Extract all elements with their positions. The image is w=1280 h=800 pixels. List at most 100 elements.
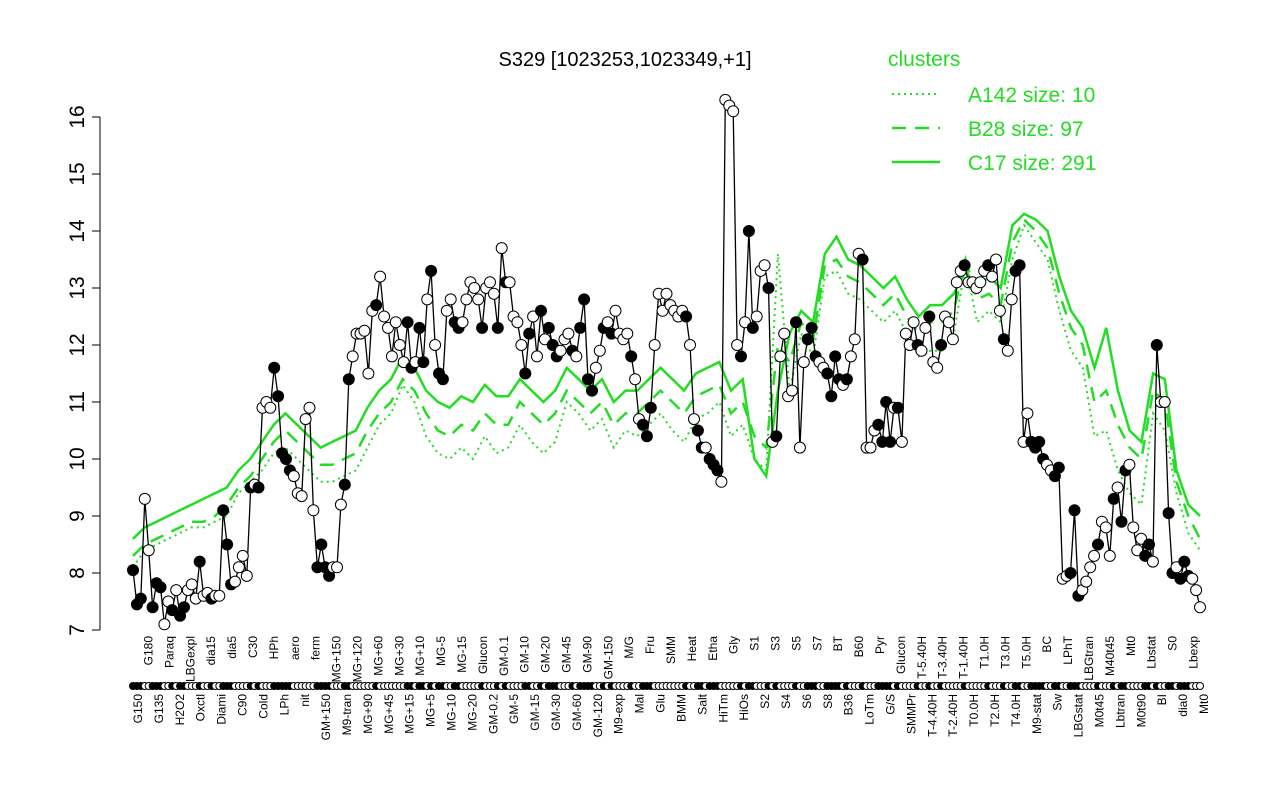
data-point (790, 316, 802, 329)
x-tick-label: B60 (852, 636, 866, 658)
data-point (299, 413, 312, 426)
data-point (1092, 538, 1104, 551)
x-tick-label: SMMPr (904, 694, 918, 734)
data-point (688, 413, 700, 426)
x-tick-label: GM-30 (549, 694, 563, 731)
x-tick-label: GM-10 (518, 636, 532, 673)
data-point (750, 310, 763, 323)
legend: clusters A142 size: 10 B28 size: 97 C17 si… (888, 48, 1096, 175)
data-point (562, 327, 575, 340)
x-tick-label: nit (298, 693, 312, 706)
data-point (287, 470, 300, 483)
x-tick-label: GM-120 (591, 694, 605, 738)
data-point (374, 270, 387, 283)
x-tick-label: Fru (643, 636, 657, 654)
x-tick-label: GM-60 (570, 694, 584, 731)
data-point (221, 538, 234, 551)
x-tick-label: Oxctl (194, 694, 208, 721)
data-point (680, 310, 693, 323)
x-tick-label: M9-stat (1030, 693, 1044, 734)
data-point (1084, 561, 1097, 574)
data-point (295, 490, 308, 503)
data-point (1052, 461, 1065, 474)
data-point (519, 367, 532, 380)
x-tick-label: GM-0.1 (497, 636, 511, 676)
data-point (1107, 492, 1120, 505)
data-point (472, 293, 485, 306)
x-tick-label: GM+150 (319, 694, 333, 741)
x-tick-label: Mt0 (1197, 694, 1211, 714)
data-point (829, 350, 842, 363)
x-tick-label: LPh (277, 694, 291, 715)
data-point (872, 418, 885, 431)
data-point (554, 344, 567, 357)
data-point (127, 564, 139, 577)
data-point (331, 561, 343, 574)
data-point (523, 327, 536, 340)
x-tick-label: Glu (654, 694, 668, 713)
data-point (825, 390, 838, 403)
x-tick-label: Etha (706, 636, 720, 661)
y-tick-label: 12 (66, 333, 89, 356)
data-point (511, 316, 524, 329)
data-point (142, 544, 155, 557)
y-tick-label: 13 (66, 276, 89, 299)
data-point (307, 504, 320, 517)
x-tick-label: Mal (633, 694, 647, 713)
x-tick-label: GM-150 (601, 636, 615, 680)
data-point (413, 321, 426, 334)
data-point (990, 253, 1002, 266)
x-tick-label: T3.0H (998, 636, 1012, 669)
x-tick-label: G180 (142, 636, 156, 666)
data-point (1103, 549, 1116, 562)
data-point (1088, 549, 1101, 562)
x-tick-label: C30 (246, 636, 260, 658)
x-tick-label: MG+60 (371, 636, 385, 676)
data-point (236, 549, 249, 562)
data-point (272, 390, 285, 403)
data-point (1080, 575, 1093, 588)
data-point (1064, 567, 1077, 579)
x-tick-label: S4 (779, 694, 793, 709)
x-tick-label: LPhT (1061, 635, 1075, 664)
data-point (805, 321, 818, 334)
data-point (801, 333, 814, 346)
x-tick-label: Pyr (873, 636, 887, 654)
data-point (1150, 339, 1163, 351)
data-point (762, 282, 775, 294)
data-point (436, 373, 449, 386)
data-point (715, 475, 728, 488)
x-tick-label: LoTm (863, 694, 877, 725)
data-point (487, 287, 500, 300)
data-point (793, 441, 806, 454)
x-tick-label: LBGstat (1072, 693, 1086, 737)
x-tick-label: T-3.40H (936, 636, 950, 679)
data-point (923, 310, 936, 323)
data-point (456, 316, 469, 329)
x-tick-label: GM-15 (528, 694, 542, 731)
data-point (1143, 538, 1155, 551)
data-point (1178, 555, 1191, 568)
data-point (440, 304, 453, 317)
cluster-line-dashed (132, 217, 1202, 557)
data-point (578, 293, 591, 306)
data-point (570, 350, 583, 363)
data-point (758, 259, 771, 272)
data-point (684, 339, 696, 351)
data-point (1190, 584, 1203, 597)
data-point (1013, 259, 1026, 272)
data-point (1021, 407, 1034, 420)
data-point (315, 538, 328, 551)
data-point (425, 264, 438, 277)
data-point (138, 492, 151, 505)
x-tick-label: MG+30 (392, 636, 406, 676)
x-rug-marker (1196, 682, 1204, 690)
data-point (699, 441, 712, 454)
data-point (993, 304, 1006, 317)
x-tick-label: C90 (236, 694, 250, 716)
x-tick-label: T-2.40H (946, 694, 960, 737)
y-tick-label: 10 (66, 447, 89, 470)
data-point (268, 361, 281, 374)
x-tick-label: MG-10 (445, 694, 459, 731)
data-point (946, 333, 959, 346)
